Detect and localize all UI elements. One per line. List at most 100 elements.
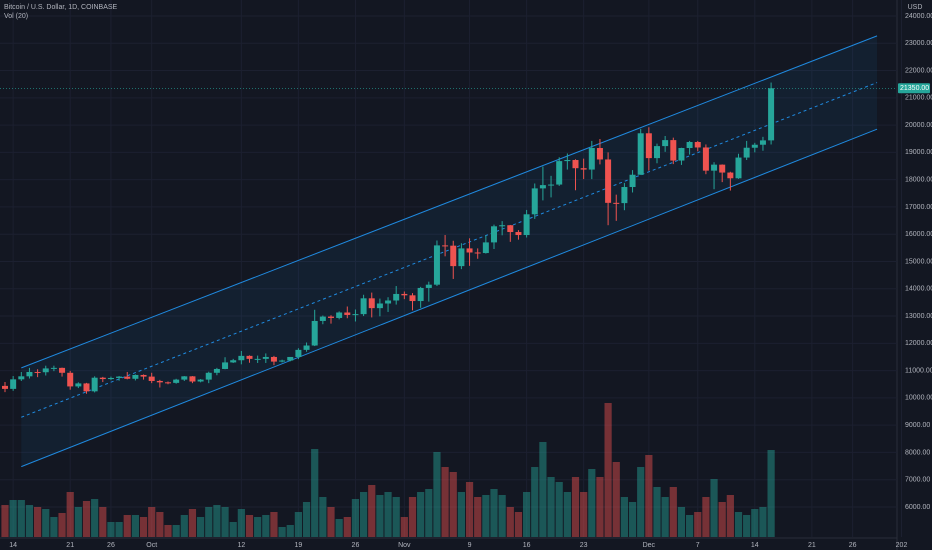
volume-bar bbox=[245, 515, 254, 537]
candle-body bbox=[499, 225, 506, 227]
channel-upper bbox=[21, 35, 878, 369]
candle-body bbox=[107, 377, 114, 380]
volume-bar bbox=[653, 487, 661, 537]
volume-bar bbox=[457, 492, 465, 537]
candle-body bbox=[711, 164, 718, 171]
y-tick-label: 10000.00 bbox=[905, 395, 932, 402]
volume-bar bbox=[392, 497, 400, 537]
x-tick-label: 7 bbox=[696, 542, 700, 549]
volume-bar bbox=[25, 505, 34, 537]
channel-fill bbox=[21, 35, 878, 467]
candle-body bbox=[719, 164, 726, 173]
candle-body bbox=[287, 356, 294, 361]
volume-bar bbox=[580, 492, 588, 537]
volume-bar bbox=[571, 477, 580, 537]
y-tick-label: 24000.00 bbox=[905, 13, 932, 20]
volume-bar bbox=[694, 512, 702, 537]
y-tick-label: 22000.00 bbox=[905, 67, 932, 74]
volume-bar bbox=[465, 482, 474, 537]
volume-bar bbox=[661, 497, 669, 537]
candle-body bbox=[311, 320, 318, 346]
candle-body bbox=[34, 371, 41, 373]
volume-bar bbox=[726, 495, 734, 537]
volume-bar bbox=[482, 495, 490, 537]
candle-body bbox=[662, 140, 669, 147]
candle-body bbox=[189, 376, 196, 382]
volume-bar bbox=[213, 505, 221, 537]
volume-bar bbox=[368, 485, 376, 537]
candle-body bbox=[629, 174, 636, 188]
volume-bar bbox=[645, 455, 653, 537]
volume-bar bbox=[156, 512, 164, 537]
volume-bar bbox=[9, 500, 17, 537]
volume-bar bbox=[42, 509, 50, 537]
volume-bar bbox=[205, 507, 213, 537]
candle-body bbox=[262, 356, 269, 359]
volume-bar bbox=[718, 502, 726, 537]
candle-body bbox=[67, 372, 74, 387]
volume-bar bbox=[425, 489, 433, 537]
candle-body bbox=[564, 160, 571, 162]
volume-bar bbox=[767, 450, 775, 537]
y-tick-label: 8000.00 bbox=[905, 449, 930, 456]
candle-body bbox=[319, 316, 326, 321]
candle-body bbox=[148, 376, 155, 381]
y-tick-label: 17000.00 bbox=[905, 204, 932, 211]
volume-bar bbox=[620, 497, 628, 537]
volume-bar bbox=[588, 469, 596, 537]
candle-body bbox=[588, 148, 595, 170]
candle-body bbox=[83, 383, 90, 392]
x-tick-label: Nov bbox=[398, 542, 411, 549]
candle-body bbox=[417, 287, 424, 302]
volume-pane bbox=[1, 403, 775, 537]
candle-body bbox=[360, 298, 367, 315]
y-tick-label: 23000.00 bbox=[905, 40, 932, 47]
volume-bar bbox=[148, 507, 156, 537]
y-tick-label: 18000.00 bbox=[905, 176, 932, 183]
candle-body bbox=[539, 185, 546, 189]
candle-body bbox=[18, 376, 25, 380]
volume-bar bbox=[751, 509, 759, 537]
volume-bar bbox=[514, 512, 523, 537]
volume-bar bbox=[180, 515, 188, 537]
volume-bar bbox=[197, 517, 205, 537]
candle-body bbox=[156, 380, 163, 383]
candle-body bbox=[393, 293, 400, 301]
candle-body bbox=[613, 202, 620, 204]
volume-bar bbox=[319, 497, 327, 537]
volume-bar bbox=[563, 492, 571, 537]
channel-lower bbox=[21, 128, 878, 468]
candle-body bbox=[99, 377, 106, 380]
volume-bar bbox=[702, 497, 710, 537]
volume-bar bbox=[669, 487, 677, 537]
candle-body bbox=[279, 360, 286, 362]
candles bbox=[2, 82, 775, 394]
y-tick-label: 16000.00 bbox=[905, 231, 932, 238]
y-tick-label: 14000.00 bbox=[905, 286, 932, 293]
volume-bar bbox=[743, 515, 751, 537]
y-tick-label: 11000.00 bbox=[905, 367, 932, 374]
candle-body bbox=[385, 300, 392, 304]
candle-body bbox=[246, 355, 253, 359]
candle-body bbox=[548, 184, 555, 186]
volume-bar bbox=[302, 502, 311, 537]
volume-bar bbox=[335, 519, 343, 537]
volume-bar bbox=[604, 403, 612, 537]
candle-body bbox=[572, 160, 579, 169]
volume-bar bbox=[254, 517, 262, 537]
candle-body bbox=[91, 377, 98, 392]
volume-bar bbox=[99, 507, 107, 537]
candle-body bbox=[751, 144, 758, 148]
x-tick-label: 23 bbox=[580, 542, 588, 549]
candle-body bbox=[173, 379, 180, 383]
volume-bar bbox=[596, 477, 604, 537]
candle-body bbox=[702, 147, 709, 171]
candle-body bbox=[197, 379, 204, 382]
candle-body bbox=[409, 295, 416, 302]
x-tick-label: 26 bbox=[107, 542, 115, 549]
volume-bar bbox=[490, 489, 498, 537]
volume-bar bbox=[278, 527, 286, 537]
candle-body bbox=[181, 376, 188, 380]
x-tick-label: 16 bbox=[523, 542, 531, 549]
